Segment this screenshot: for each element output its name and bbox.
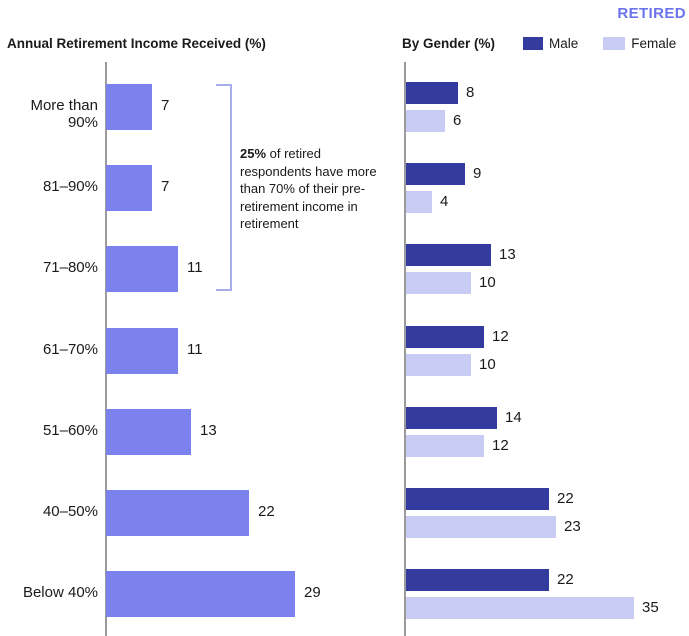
- income-value-label: 29: [304, 584, 321, 601]
- male-value-label: 13: [499, 246, 516, 263]
- income-bar: [106, 490, 249, 536]
- male-value-label: 8: [466, 84, 475, 101]
- male-value-label: 12: [492, 328, 509, 345]
- legend-male-label: Male: [549, 36, 579, 51]
- income-value-label: 7: [161, 97, 170, 114]
- female-value-label: 35: [642, 599, 659, 616]
- male-bar: [406, 82, 458, 104]
- retired-badge: RETIRED: [617, 5, 686, 22]
- category-label: 81–90%: [42, 178, 98, 195]
- right-chart-axis: [404, 62, 406, 636]
- income-value-label: 11: [187, 259, 203, 276]
- female-value-label: 10: [479, 356, 496, 373]
- category-label: 40–50%: [42, 503, 98, 520]
- income-value-label: 11: [187, 341, 203, 358]
- female-bar: [406, 110, 445, 132]
- female-bar: [406, 597, 634, 619]
- legend-female-label: Female: [631, 36, 677, 51]
- income-value-label: 7: [161, 178, 170, 195]
- female-bar: [406, 435, 484, 457]
- annotation-bold: 25%: [240, 146, 267, 161]
- category-label: 71–80%: [42, 259, 98, 276]
- category-label: 61–70%: [42, 341, 98, 358]
- female-value-label: 10: [479, 274, 496, 291]
- income-bar: [106, 328, 178, 374]
- annotation: 25% of retired respondents have more tha…: [240, 145, 388, 233]
- female-value-label: 23: [564, 518, 581, 535]
- annotation-bracket: [216, 84, 232, 291]
- male-bar: [406, 163, 465, 185]
- female-value-label: 6: [453, 112, 462, 129]
- male-bar: [406, 407, 497, 429]
- female-value-label: 4: [440, 193, 449, 210]
- female-bar: [406, 354, 471, 376]
- income-value-label: 13: [200, 422, 217, 439]
- female-value-label: 12: [492, 437, 509, 454]
- male-bar: [406, 244, 491, 266]
- income-bar: [106, 409, 191, 455]
- legend-male-swatch: [523, 37, 544, 50]
- category-label: 51–60%: [42, 422, 98, 439]
- income-value-label: 22: [258, 503, 275, 520]
- male-value-label: 22: [557, 490, 574, 507]
- male-bar: [406, 488, 549, 510]
- female-bar: [406, 191, 432, 213]
- male-value-label: 22: [557, 571, 574, 588]
- right-chart-header: By Gender (%) Male Female: [402, 36, 676, 51]
- income-bar: [106, 246, 178, 292]
- legend-female-swatch: [603, 37, 626, 50]
- female-bar: [406, 272, 471, 294]
- right-chart-title: By Gender (%): [402, 36, 496, 51]
- male-value-label: 14: [505, 409, 522, 426]
- category-label: More than 90%: [30, 97, 98, 131]
- female-bar: [406, 516, 556, 538]
- male-value-label: 9: [473, 165, 482, 182]
- income-bar: [106, 165, 152, 211]
- category-label: Below 40%: [22, 584, 98, 601]
- income-bar: [106, 84, 152, 130]
- left-chart-title: Annual Retirement Income Received (%): [7, 36, 266, 51]
- income-bar: [106, 571, 295, 617]
- annotation-text: of retired respondents have more than 70…: [240, 146, 377, 231]
- male-bar: [406, 569, 549, 591]
- male-bar: [406, 326, 484, 348]
